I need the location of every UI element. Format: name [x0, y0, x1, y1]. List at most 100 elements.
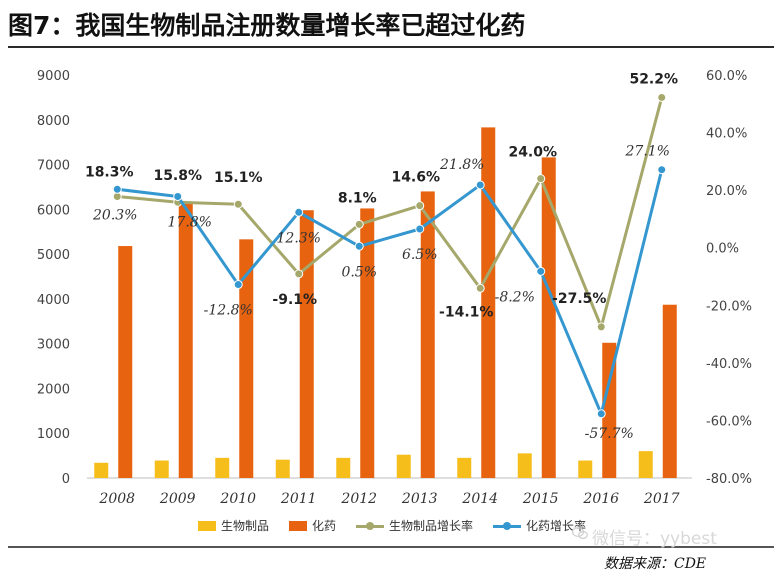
label-drug-growth-2017: 27.1% — [625, 144, 670, 160]
y-right-tick: -60.0% — [706, 414, 752, 429]
legend-swatch-bio-line — [356, 521, 385, 531]
legend-item-drug-bar: 化药 — [289, 517, 336, 534]
axes-layer: 0 1000 2000 3000 4000 5000 6000 7000 8000 9000 -80… — [37, 69, 752, 507]
bar-bio-2008 — [94, 462, 109, 478]
point-drug-growth-2009 — [173, 191, 183, 201]
y-left-tick: 8000 — [37, 114, 70, 129]
y-left-tick: 4000 — [37, 293, 70, 308]
point-drug-growth-2013 — [415, 224, 425, 234]
y-left-tick: 0 — [62, 472, 70, 487]
legend-label-drug-bar: 化药 — [312, 519, 337, 533]
y-right-tick: -80.0% — [706, 472, 752, 487]
x-tick-2010: 2010 — [219, 491, 256, 507]
bottom-divider — [8, 546, 774, 548]
x-tick-2014: 2014 — [461, 491, 498, 507]
wechat-icon — [572, 527, 588, 539]
label-drug-growth-2015: -8.2% — [495, 289, 535, 305]
bar-drug-2009 — [178, 202, 193, 478]
bar-bio-2013 — [396, 454, 411, 478]
bar-drug-2015 — [541, 157, 556, 478]
chart-legend: 生物制品 化药 生物制品增长率 化药增长率 — [198, 517, 606, 534]
legend-swatch-drug-bar — [289, 520, 308, 531]
bar-drug-2011 — [299, 210, 314, 478]
y-right-tick: -40.0% — [706, 357, 752, 372]
bar-bio-2012 — [336, 457, 351, 478]
point-bio-growth-2012 — [354, 219, 364, 229]
point-drug-growth-2008 — [112, 184, 122, 194]
legend-swatch-bio-bar — [198, 520, 216, 531]
y-left-tick: 6000 — [37, 203, 70, 218]
line-drug-growth — [117, 169, 664, 416]
point-bio-growth-2013 — [415, 201, 425, 211]
label-bio-growth-2012: 8.1% — [338, 190, 377, 206]
label-drug-growth-2008: 20.3% — [92, 207, 137, 223]
bar-bio-2011 — [275, 459, 290, 478]
bar-drug-2008 — [118, 246, 133, 478]
label-bio-growth-2011: -9.1% — [272, 292, 317, 308]
bar-bio-2010 — [215, 457, 230, 478]
label-bio-growth-2010: 15.1% — [214, 170, 263, 186]
point-drug-growth-2012 — [354, 241, 364, 251]
point-drug-growth-2011 — [294, 207, 304, 217]
bar-drug-2014 — [481, 127, 496, 478]
title-divider — [8, 46, 774, 48]
point-bio-growth-2015 — [536, 174, 546, 184]
point-drug-growth-2017 — [657, 165, 667, 175]
label-drug-growth-2009: 17.8% — [168, 214, 212, 230]
y-left-tick: 2000 — [37, 382, 70, 397]
y-right-tick: 0.0% — [706, 242, 739, 257]
legend-item-bio-bar: 生物制品 — [198, 517, 269, 534]
legend-item-bio-line: 生物制品增长率 — [356, 517, 473, 534]
bars-layer — [94, 127, 677, 478]
bar-drug-2013 — [420, 191, 435, 478]
chart-title: 图7：我国生物制品注册数量增长率已超过化药 — [8, 11, 526, 40]
bar-bio-2009 — [154, 460, 169, 478]
y-right-tick: -20.0% — [706, 299, 752, 314]
y-right-tick: 20.0% — [706, 184, 747, 199]
line-bio-growth — [117, 97, 664, 329]
legend-label-bio-line: 生物制品增长率 — [389, 519, 474, 533]
y-left-tick: 9000 — [37, 69, 70, 84]
point-drug-growth-2015 — [536, 266, 546, 276]
legend-label-drug-line: 化药增长率 — [526, 519, 587, 533]
label-bio-growth-2013: 14.6% — [391, 170, 440, 186]
label-drug-growth-2011: 12.3% — [277, 230, 321, 246]
x-tick-2011: 2011 — [280, 491, 317, 507]
label-bio-growth-2008: 18.3% — [85, 164, 134, 180]
y-right-tick: 40.0% — [706, 127, 747, 142]
point-drug-growth-2014 — [475, 180, 485, 190]
point-bio-growth-2014 — [475, 283, 485, 293]
x-tick-2009: 2009 — [159, 491, 196, 507]
bar-drug-2016 — [602, 342, 617, 478]
legend-item-drug-line: 化药增长率 — [493, 517, 586, 534]
x-tick-2015: 2015 — [522, 491, 559, 507]
y-left-tick: 5000 — [37, 248, 70, 263]
label-drug-growth-2010: -12.8% — [204, 303, 253, 319]
point-bio-growth-2010 — [233, 199, 243, 209]
label-drug-growth-2012: 0.5% — [341, 264, 377, 280]
bar-bio-2014 — [457, 457, 472, 478]
x-tick-2016: 2016 — [582, 491, 619, 507]
watermark-text: 微信号：yybest — [592, 529, 717, 549]
bar-drug-2017 — [662, 304, 677, 478]
bar-bio-2016 — [578, 460, 593, 478]
y-right-tick: 60.0% — [706, 69, 747, 84]
bar-drug-2010 — [239, 239, 254, 478]
label-bio-growth-2016: -27.5% — [552, 291, 606, 307]
point-bio-growth-2011 — [294, 269, 304, 279]
x-tick-2008: 2008 — [98, 491, 135, 507]
x-tick-2013: 2013 — [401, 491, 438, 507]
label-bio-growth-2014: -14.1% — [439, 304, 493, 320]
bar-drug-2012 — [360, 208, 375, 478]
label-drug-growth-2014: 21.8% — [439, 157, 484, 173]
x-tick-2017: 2017 — [643, 491, 680, 507]
y-left-tick: 3000 — [37, 338, 70, 353]
labels-layer: 18.3% 15.8% 15.1% -9.1% 8.1% 14.6% -14.1% 24.0%… — [85, 71, 678, 441]
data-source: 数据来源：CDE — [604, 556, 707, 572]
point-drug-growth-2016 — [596, 409, 606, 419]
label-drug-growth-2016: -57.7% — [585, 426, 634, 442]
label-drug-growth-2013: 6.5% — [402, 247, 438, 263]
point-drug-growth-2010 — [233, 280, 243, 290]
label-bio-growth-2009: 15.8% — [153, 168, 202, 184]
